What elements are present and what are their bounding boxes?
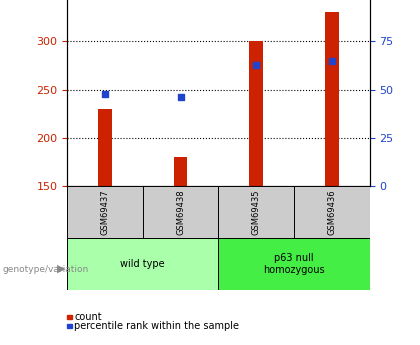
Bar <box>174 157 187 186</box>
Point <box>328 58 335 63</box>
Text: GSM69438: GSM69438 <box>176 189 185 235</box>
Bar <box>218 238 370 290</box>
Text: GSM69436: GSM69436 <box>327 189 336 235</box>
Bar <box>294 186 370 238</box>
Text: percentile rank within the sample: percentile rank within the sample <box>74 321 239 331</box>
Bar <box>325 12 339 186</box>
Text: p63 null
homozygous: p63 null homozygous <box>263 253 325 275</box>
Point <box>102 91 108 96</box>
Bar <box>143 186 218 238</box>
Text: ▶: ▶ <box>57 264 65 274</box>
Point <box>253 62 260 67</box>
Text: GSM69437: GSM69437 <box>100 189 110 235</box>
Bar <box>98 109 112 186</box>
Text: genotype/variation: genotype/variation <box>2 265 88 274</box>
Bar <box>67 186 143 238</box>
Bar <box>249 41 263 186</box>
Text: count: count <box>74 313 102 322</box>
Point <box>177 95 184 100</box>
Text: GSM69435: GSM69435 <box>252 189 261 235</box>
Text: wild type: wild type <box>121 259 165 269</box>
Bar <box>67 238 218 290</box>
Bar <box>218 186 294 238</box>
